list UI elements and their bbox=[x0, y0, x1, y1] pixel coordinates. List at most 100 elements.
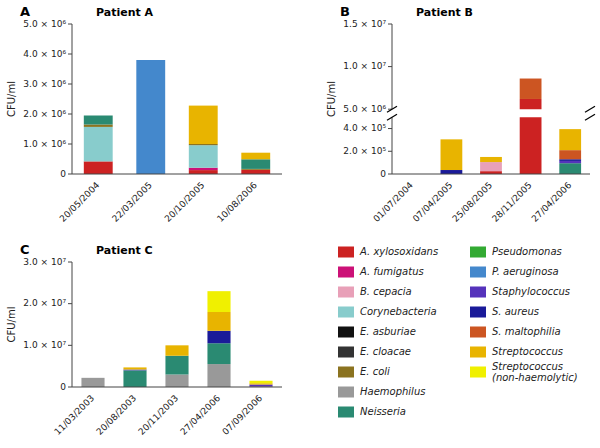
bar-segment bbox=[84, 127, 113, 161]
x-tick-label: 20/05/2004 bbox=[58, 180, 102, 224]
y-tick bbox=[68, 114, 72, 115]
legend-swatch bbox=[338, 347, 354, 358]
bar-segment bbox=[189, 145, 218, 168]
y-tick-label: 2.0 × 10⁷ bbox=[23, 298, 66, 308]
x-tick-label: 25/08/2005 bbox=[450, 180, 494, 224]
bar-segment bbox=[441, 170, 463, 174]
y-tick bbox=[68, 345, 72, 346]
bar-segment bbox=[207, 312, 230, 331]
x-axis-line bbox=[72, 174, 282, 175]
y-tick bbox=[388, 128, 392, 129]
y-tick bbox=[68, 24, 72, 25]
bar-segment bbox=[241, 153, 270, 160]
x-tick-label: 27/04/2006 bbox=[178, 393, 222, 437]
bar-segment bbox=[520, 79, 542, 99]
panel-letter: B bbox=[340, 4, 350, 19]
y-tick-label: 3.0 × 10⁶ bbox=[23, 79, 66, 89]
y-tick bbox=[68, 144, 72, 145]
figure: 01.0 × 10⁶2.0 × 10⁶3.0 × 10⁶4.0 × 10⁶5.0… bbox=[0, 0, 600, 448]
bar-segment bbox=[249, 381, 272, 384]
legend-label: E. coli bbox=[360, 366, 390, 377]
bar-segment bbox=[207, 331, 230, 344]
y-axis-line bbox=[72, 24, 73, 174]
x-tick-label: 27/04/2006 bbox=[530, 180, 574, 224]
y-tick-label: 4.0 × 10⁶ bbox=[23, 49, 66, 59]
legend-swatch bbox=[470, 267, 486, 278]
legend-label: P. aeruginosa bbox=[492, 266, 559, 277]
bar-segment bbox=[241, 170, 270, 174]
legend-swatch bbox=[470, 307, 486, 318]
bar-segment bbox=[165, 345, 188, 355]
y-tick-label: 4.0 × 10⁵ bbox=[343, 123, 386, 133]
legend-swatch bbox=[470, 327, 486, 338]
y-tick-label: 1.0 × 10⁷ bbox=[343, 61, 386, 71]
title: Patient B bbox=[416, 6, 473, 19]
plot-area bbox=[441, 117, 582, 174]
legend-swatch bbox=[470, 287, 486, 298]
bar-segment bbox=[480, 157, 502, 162]
legend-label: Corynebacteria bbox=[360, 306, 437, 317]
y-tick bbox=[388, 174, 392, 175]
legend-label-line: Staphylococcus bbox=[492, 286, 570, 297]
bar-segment bbox=[559, 150, 581, 159]
legend-label-line: A. fumigatus bbox=[359, 266, 424, 277]
plot-area bbox=[520, 79, 542, 110]
legend-swatch bbox=[338, 327, 354, 338]
y-tick-label: 2.0 × 10⁵ bbox=[343, 146, 386, 156]
legend-label: A. fumigatus bbox=[359, 266, 424, 277]
legend-swatch bbox=[470, 367, 486, 378]
y-tick bbox=[68, 174, 72, 175]
bar-segment bbox=[249, 385, 272, 387]
legend-label-line: E. asburiae bbox=[360, 326, 416, 337]
y-tick-label: 0 bbox=[380, 169, 386, 179]
x-tick-label: 28/11/2005 bbox=[490, 180, 534, 224]
legend-label-line: S. maltophilia bbox=[492, 326, 561, 337]
x-tick-label: 20/11/2003 bbox=[136, 393, 180, 437]
legend-label: A. xylosoxidans bbox=[359, 246, 438, 257]
bar-segment bbox=[84, 125, 113, 127]
plot-area bbox=[81, 291, 272, 387]
y-tick-label: 3.0 × 10⁷ bbox=[23, 257, 66, 267]
panel: 0 2.0 × 10⁵ 4.0 × 10⁵ 5.0 × 10⁶ 1.0 × 10⁷ 1.5… bbox=[326, 0, 595, 224]
y-axis-line bbox=[72, 262, 73, 387]
legend-swatch bbox=[470, 247, 486, 258]
bar-segment bbox=[559, 161, 581, 163]
legend-label-line: A. xylosoxidans bbox=[359, 246, 438, 257]
bar-segment bbox=[559, 163, 581, 174]
bar-segment bbox=[189, 170, 218, 174]
bar-segment bbox=[84, 116, 113, 125]
legend-label: Haemophilus bbox=[360, 386, 425, 397]
legend-label-line: Corynebacteria bbox=[360, 306, 437, 317]
y-tick-label: 5.0 × 10⁶ bbox=[343, 104, 386, 114]
bar-segment bbox=[189, 106, 218, 144]
x-tick-label: 07/09/2006 bbox=[220, 393, 264, 437]
legend-label: Neisseria bbox=[360, 406, 406, 417]
panel-letter: A bbox=[20, 4, 30, 19]
bar-segment bbox=[559, 129, 581, 150]
bar-segment bbox=[189, 168, 218, 170]
y-axis-label: CFU/ml bbox=[6, 307, 17, 343]
y-tick bbox=[388, 66, 392, 67]
legend-label-line: Streptococcus bbox=[492, 346, 563, 357]
legend-swatch bbox=[338, 307, 354, 318]
y-tick-label: 1.0 × 10⁶ bbox=[23, 139, 66, 149]
x-tick-label: 10/08/2006 bbox=[215, 180, 259, 224]
legend-label: E. asburiae bbox=[360, 326, 416, 337]
axis-break bbox=[387, 114, 397, 120]
legend-label-line: (non-haemolytic) bbox=[492, 372, 578, 383]
bar-segment bbox=[189, 144, 218, 145]
axis-break bbox=[585, 106, 595, 112]
bar-segment bbox=[249, 383, 272, 384]
bar-segment bbox=[441, 139, 463, 170]
title: Patient C bbox=[96, 244, 153, 257]
plot-area bbox=[84, 60, 270, 174]
title: Patient A bbox=[96, 6, 154, 19]
y-tick-label: 1.5 × 10⁷ bbox=[343, 19, 386, 29]
legend-swatch bbox=[338, 267, 354, 278]
legend-swatch bbox=[338, 287, 354, 298]
axis-break bbox=[585, 114, 595, 120]
bar-segment bbox=[165, 356, 188, 375]
x-tick-label: 22/03/2005 bbox=[110, 180, 154, 224]
legend-label-line: Haemophilus bbox=[360, 386, 425, 397]
bar-segment bbox=[241, 159, 270, 169]
